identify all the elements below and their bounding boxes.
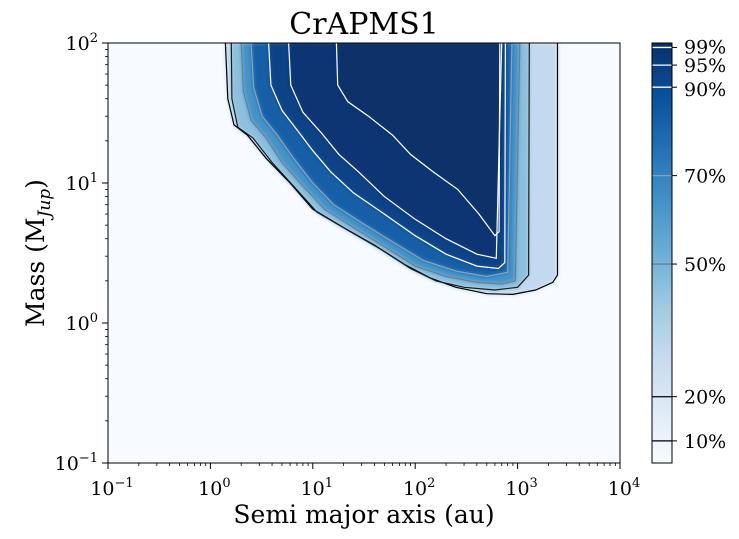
x-tick-label: 101 <box>301 476 333 500</box>
contour-line-90 <box>268 43 506 270</box>
y-axis-label-main: Mass (M <box>21 217 50 326</box>
x-tick-label: 102 <box>403 476 435 500</box>
colorbar-label: 10% <box>684 431 726 453</box>
contour-lines <box>224 43 559 296</box>
y-axis-label-sub: Jup <box>35 189 55 221</box>
y-tick-label: 10−1 <box>55 451 98 475</box>
y-axis-label: Mass (MJup) <box>21 179 55 327</box>
colorbar-label: 50% <box>684 254 726 276</box>
colorbar-label: 70% <box>684 166 726 188</box>
contour-line-70 <box>250 43 513 278</box>
plot-frame <box>107 42 621 464</box>
contour-line-20 <box>230 43 530 291</box>
x-tick-label: 103 <box>505 476 537 500</box>
colorbar-label: 90% <box>684 79 726 101</box>
colorbar-levels: 10% 20% 50% 70% 90%95%99% <box>652 36 726 453</box>
y-axis-label-end: ) <box>21 179 50 189</box>
colorbar-label: 99% <box>684 36 726 58</box>
x-tick-label: 100 <box>198 476 230 500</box>
y-axis-ticks: 10−1 100 101 102 <box>55 31 108 475</box>
contour-line-99 <box>335 43 501 237</box>
y-tick-label: 100 <box>66 311 98 335</box>
y-tick-label: 101 <box>66 171 98 195</box>
colorbar-label: 95% <box>684 55 726 77</box>
probability-map <box>225 43 558 295</box>
contour-line-50 <box>240 43 521 285</box>
fill-band-99 <box>336 43 500 236</box>
x-axis-ticks: 10−1 100 101 102 103 104 <box>90 463 640 500</box>
colorbar-gradient <box>652 43 672 463</box>
colorbar-label: 20% <box>684 387 726 409</box>
contour-line-95 <box>288 43 503 260</box>
chart-title: CrAPMS1 <box>289 7 439 42</box>
x-tick-label: 10−1 <box>90 476 133 500</box>
y-tick-label: 102 <box>66 31 98 55</box>
x-axis-label: Semi major axis (au) <box>233 500 494 529</box>
x-tick-label: 104 <box>608 476 640 500</box>
colorbar-frame <box>651 42 673 464</box>
colorbar: 10% 20% 50% 70% 90%95%99% <box>651 36 726 464</box>
